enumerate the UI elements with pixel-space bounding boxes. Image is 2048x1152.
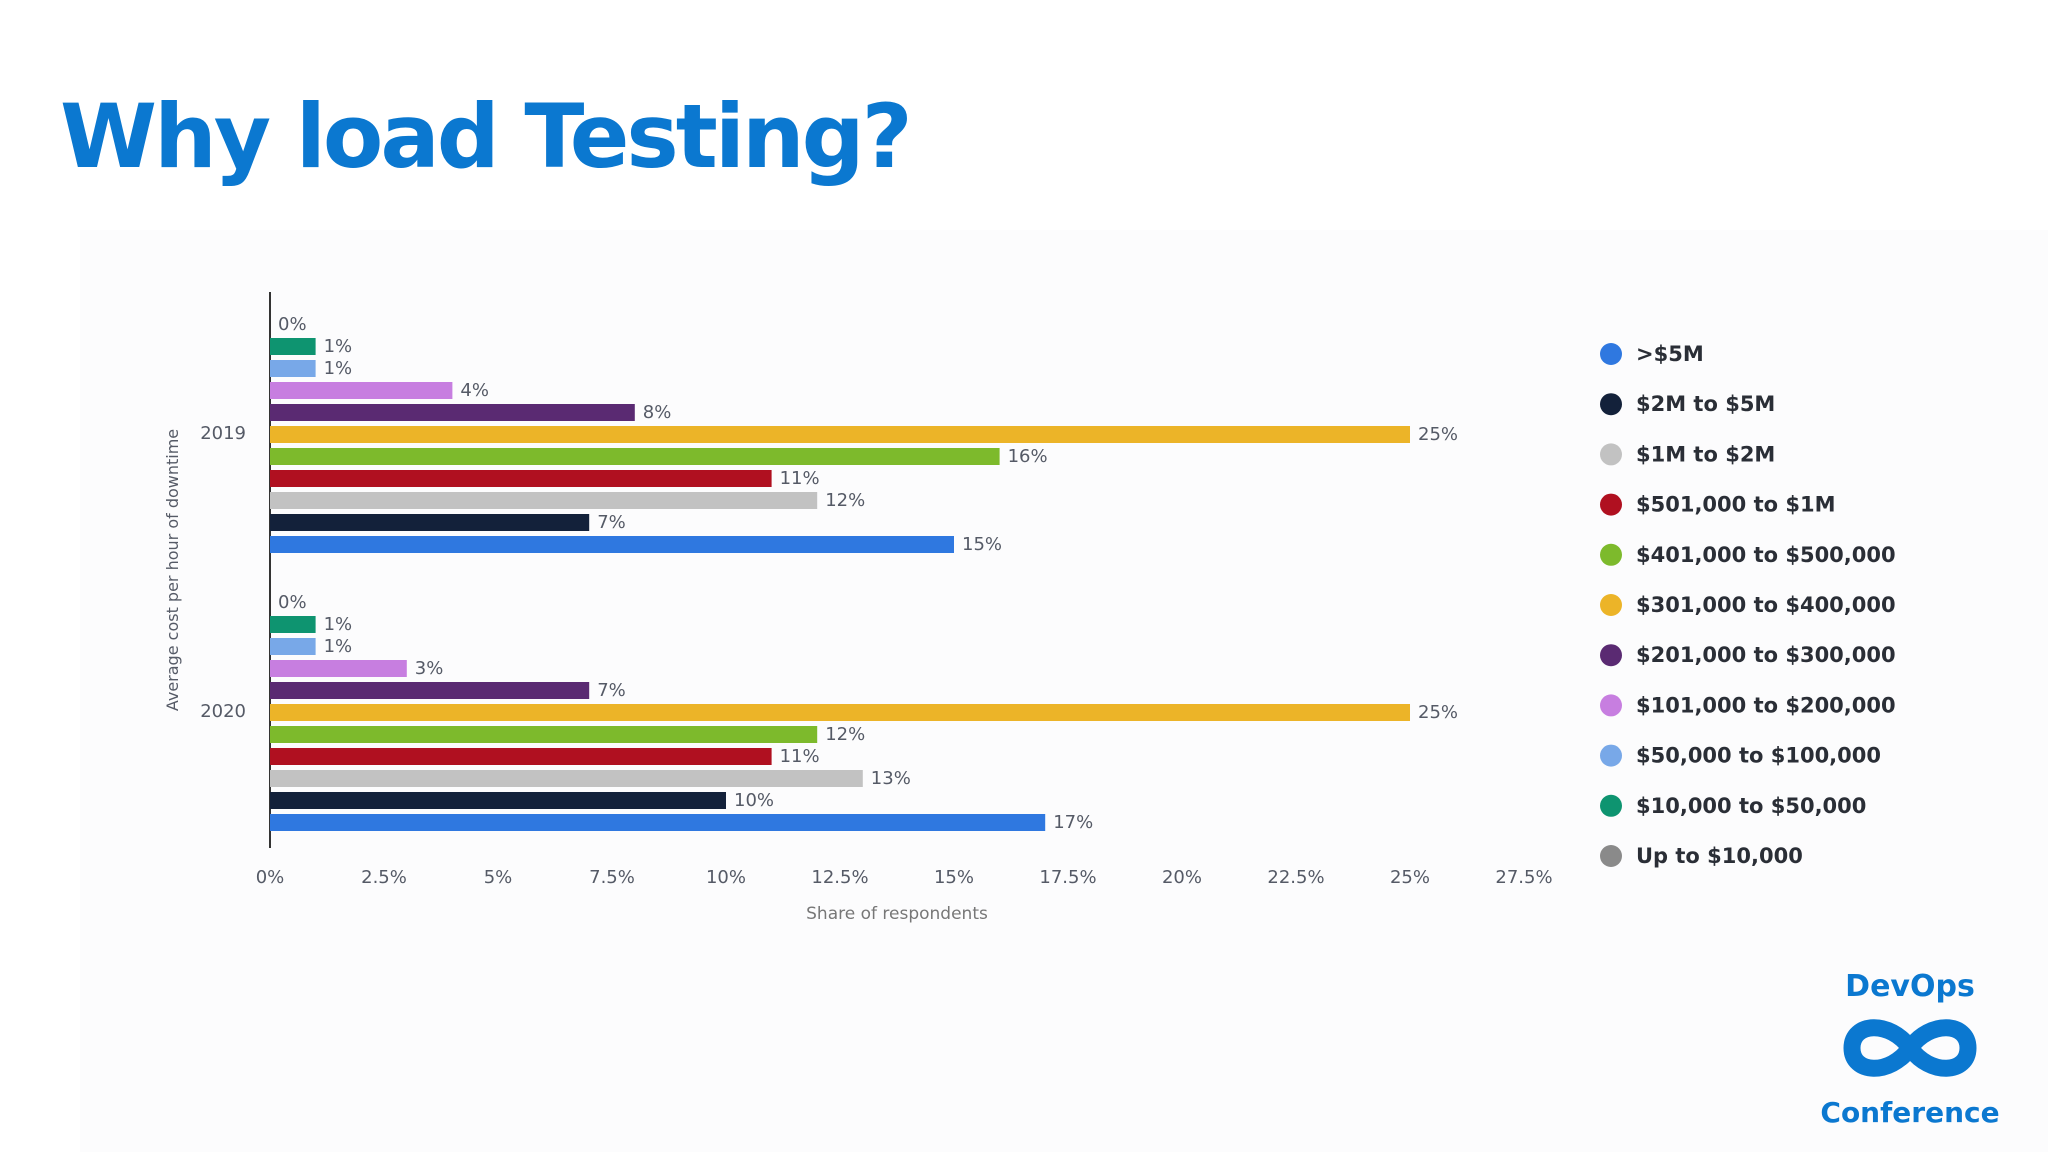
legend-label: >$5M bbox=[1636, 342, 1704, 366]
y-axis-label: Average cost per hour of downtime bbox=[163, 429, 182, 711]
legend-marker bbox=[1600, 493, 1622, 516]
data-label: 12% bbox=[825, 724, 865, 745]
x-tick-label: 15% bbox=[934, 867, 974, 888]
legend-marker bbox=[1600, 343, 1622, 365]
category-label: 2019 bbox=[200, 423, 246, 444]
data-label: 3% bbox=[415, 658, 444, 679]
legend-marker bbox=[1600, 543, 1622, 566]
bar bbox=[270, 682, 590, 699]
legend-marker bbox=[1600, 393, 1622, 416]
x-tick-label: 20% bbox=[1162, 867, 1202, 888]
x-axis-label: Share of respondents bbox=[806, 904, 988, 924]
bar bbox=[270, 536, 954, 553]
data-label: 1% bbox=[324, 336, 353, 357]
bar bbox=[270, 616, 316, 633]
x-tick-label: 22.5% bbox=[1267, 867, 1324, 888]
data-label: 11% bbox=[780, 468, 820, 489]
legend-label: $501,000 to $1M bbox=[1636, 493, 1835, 517]
data-label: 1% bbox=[324, 636, 353, 657]
bar bbox=[270, 726, 818, 743]
x-tick-label: 17.5% bbox=[1039, 867, 1096, 888]
bar bbox=[270, 660, 407, 677]
data-label: 16% bbox=[1008, 446, 1048, 467]
data-label: 12% bbox=[825, 490, 865, 511]
legend-marker bbox=[1600, 845, 1622, 867]
legend-marker bbox=[1600, 794, 1622, 817]
data-label: 7% bbox=[597, 680, 626, 701]
bar bbox=[270, 638, 316, 655]
legend-marker bbox=[1600, 443, 1622, 466]
bar bbox=[270, 338, 316, 355]
bar bbox=[270, 404, 635, 421]
bar bbox=[270, 792, 726, 809]
legend-label: Up to $10,000 bbox=[1636, 844, 1803, 868]
infinity-icon bbox=[1843, 1019, 1977, 1077]
bar bbox=[270, 382, 453, 399]
bar bbox=[270, 448, 1000, 465]
bar bbox=[270, 492, 818, 509]
bar bbox=[270, 360, 316, 377]
slide-title: Why load Testing? bbox=[60, 85, 913, 188]
chart-area: 0% 1% 1% 4% 8% 25% 16% 11% 12% 7% 15% 2019 0% 1% 1% 3% 7… bbox=[80, 230, 2048, 1152]
x-tick-label: 7.5% bbox=[589, 867, 635, 888]
x-tick-label: 5% bbox=[484, 867, 513, 888]
logo-line1: DevOps bbox=[1845, 969, 1975, 1004]
x-tick-label: 25% bbox=[1390, 867, 1430, 888]
x-tick-label: 0% bbox=[256, 867, 285, 888]
legend-marker bbox=[1600, 694, 1622, 717]
legend-label: $1M to $2M bbox=[1636, 442, 1775, 466]
devops-conference-logo: DevOps Conference bbox=[1820, 969, 1999, 1129]
data-label: 8% bbox=[643, 402, 672, 423]
logo-line2: Conference bbox=[1820, 1096, 1999, 1129]
bar bbox=[270, 770, 863, 787]
data-label: 4% bbox=[460, 380, 489, 401]
data-label: 0% bbox=[278, 314, 307, 335]
bar bbox=[270, 814, 1046, 831]
x-tick-label: 2.5% bbox=[361, 867, 407, 888]
legend-label: $10,000 to $50,000 bbox=[1636, 794, 1866, 818]
data-label: 17% bbox=[1053, 812, 1093, 833]
data-label: 0% bbox=[278, 592, 307, 613]
legend-marker bbox=[1600, 744, 1622, 767]
bar bbox=[270, 470, 772, 487]
data-label: 1% bbox=[324, 614, 353, 635]
data-label: 1% bbox=[324, 358, 353, 379]
data-label: 7% bbox=[597, 512, 626, 533]
data-label: 25% bbox=[1418, 424, 1458, 445]
bar bbox=[270, 426, 1410, 443]
data-label: 13% bbox=[871, 768, 911, 789]
legend-label: $201,000 to $300,000 bbox=[1636, 643, 1896, 667]
x-tick-label: 12.5% bbox=[811, 867, 868, 888]
legend-label: $101,000 to $200,000 bbox=[1636, 693, 1896, 717]
data-label: 15% bbox=[962, 534, 1002, 555]
bar bbox=[270, 514, 590, 531]
legend-label: $301,000 to $400,000 bbox=[1636, 593, 1896, 617]
data-label: 11% bbox=[780, 746, 820, 767]
legend-marker bbox=[1600, 644, 1622, 667]
legend-label: $401,000 to $500,000 bbox=[1636, 543, 1896, 567]
bar bbox=[270, 748, 772, 765]
legend-label: $2M to $5M bbox=[1636, 392, 1775, 416]
legend-label: $50,000 to $100,000 bbox=[1636, 744, 1881, 768]
x-tick-label: 27.5% bbox=[1495, 867, 1552, 888]
category-label: 2020 bbox=[200, 701, 246, 722]
bar-chart: 0%1%1%4%8%25%16%11%12%7%15%20190%1%1%3%7… bbox=[163, 292, 1896, 924]
x-tick-label: 10% bbox=[706, 867, 746, 888]
data-label: 25% bbox=[1418, 702, 1458, 723]
legend-marker bbox=[1600, 594, 1622, 616]
data-label: 10% bbox=[734, 790, 774, 811]
bar bbox=[270, 704, 1410, 721]
